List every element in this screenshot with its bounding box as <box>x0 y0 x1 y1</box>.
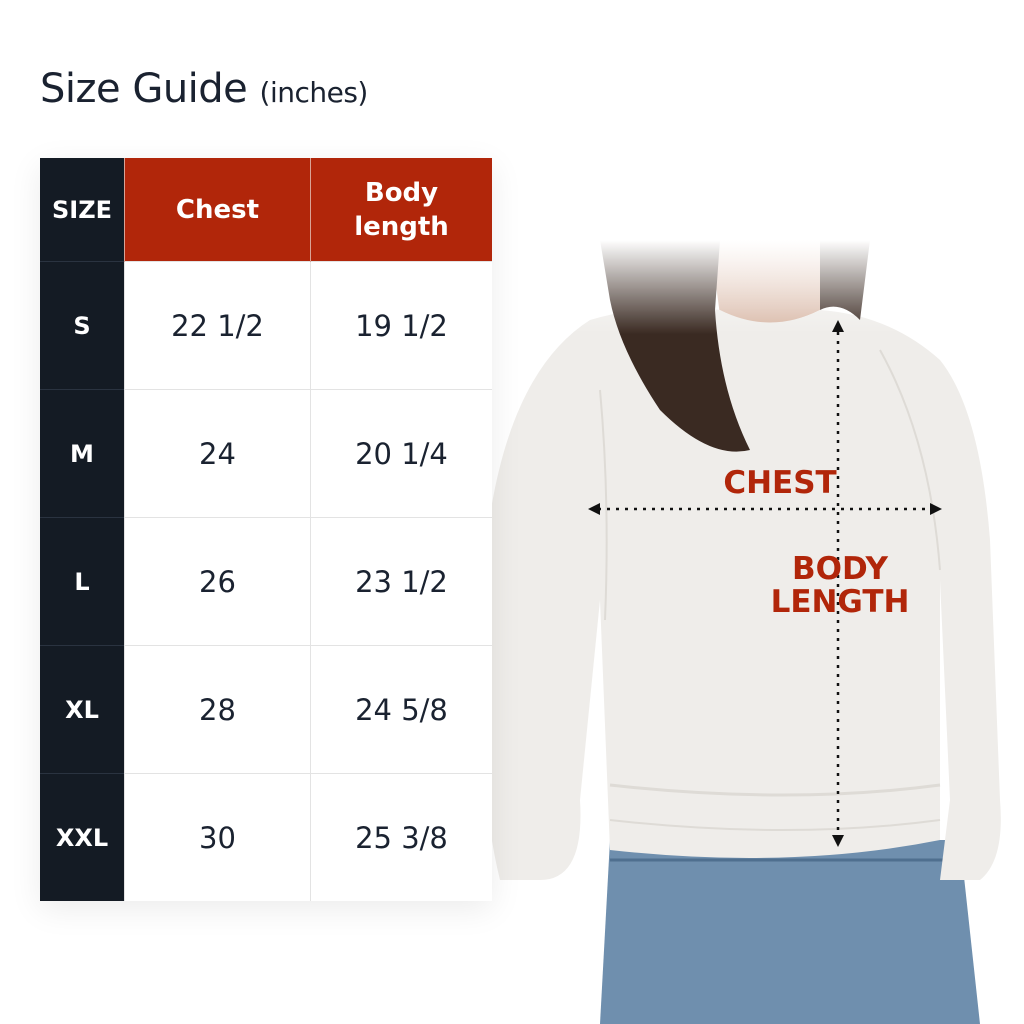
chest-cell: 30 <box>124 773 311 901</box>
size-cell: XXL <box>40 773 125 901</box>
table-row: L 26 23 1/2 <box>40 517 492 646</box>
size-cell: XL <box>40 645 125 774</box>
title-text: Size Guide <box>40 66 248 112</box>
body-length-cell: 20 1/4 <box>310 389 492 518</box>
size-cell: S <box>40 261 125 390</box>
body-length-cell: 25 3/8 <box>310 773 492 901</box>
table-header-row: SIZE Chest Body length <box>40 158 492 262</box>
title-unit: (inches) <box>259 76 369 109</box>
table-row: M 24 20 1/4 <box>40 389 492 518</box>
size-table: SIZE Chest Body length S 22 1/2 19 1/2 M 24… <box>40 158 492 901</box>
chest-arrow <box>598 332 932 835</box>
chest-label: CHEST <box>723 465 837 501</box>
body-length-label: BODY LENGTH <box>750 553 930 619</box>
size-cell: M <box>40 389 125 518</box>
header-body-length: Body length <box>310 158 492 262</box>
model-photo <box>460 240 1024 1024</box>
chest-cell: 24 <box>124 389 311 518</box>
body-length-cell: 24 5/8 <box>310 645 492 774</box>
body-length-label-line2: LENGTH <box>770 584 910 620</box>
body-length-label-line1: BODY <box>792 551 888 587</box>
header-chest: Chest <box>124 158 311 262</box>
body-length-cell: 23 1/2 <box>310 517 492 646</box>
table-row: XL 28 24 5/8 <box>40 645 492 774</box>
chest-cell: 28 <box>124 645 311 774</box>
table-row: XXL 30 25 3/8 <box>40 773 492 901</box>
header-size: SIZE <box>40 158 125 262</box>
chest-cell: 26 <box>124 517 311 646</box>
body-length-cell: 19 1/2 <box>310 261 492 390</box>
size-cell: L <box>40 517 125 646</box>
chest-cell: 22 1/2 <box>124 261 311 390</box>
table-row: S 22 1/2 19 1/2 <box>40 261 492 390</box>
page-title: Size Guide (inches) <box>40 66 368 112</box>
